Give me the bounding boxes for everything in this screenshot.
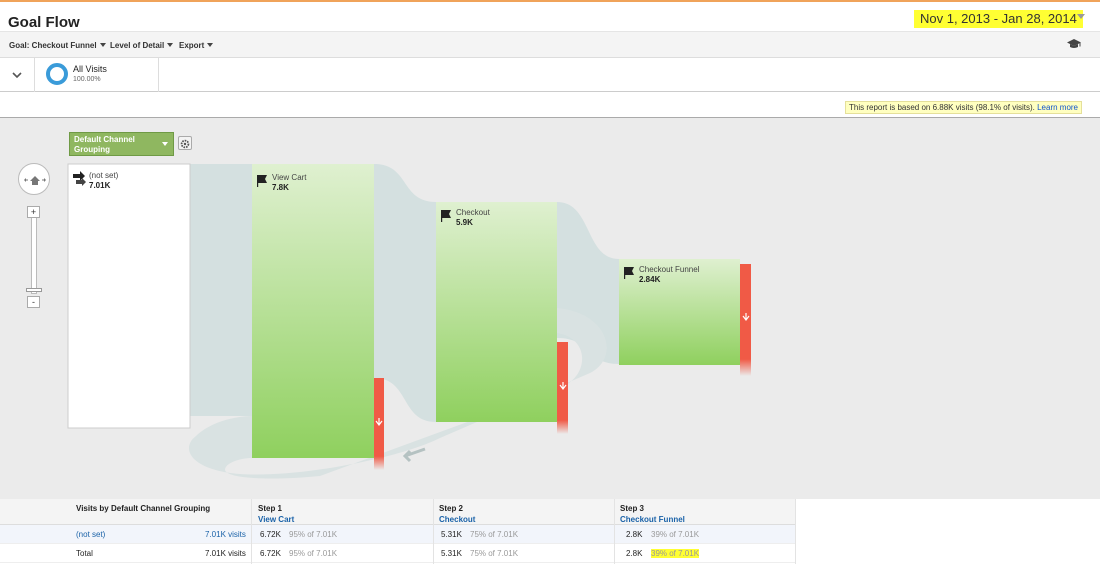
steps-table: Visits by Default Channel Grouping Step …	[0, 499, 1100, 567]
step-count: 2.8K	[626, 549, 643, 558]
step-node-label[interactable]: View Cart 7.8K	[272, 173, 307, 193]
flow-backflow-arrow	[402, 447, 426, 463]
chevron-down-icon	[162, 142, 168, 146]
level-of-detail-label: Level of Detail	[110, 41, 165, 50]
step-header-link[interactable]: Checkout Funnel	[620, 515, 685, 524]
zoom-in-button[interactable]: +	[27, 206, 40, 218]
flow-backflow-loop	[188, 308, 607, 479]
segment-ring-icon	[46, 63, 68, 85]
segment-name[interactable]: All Visits	[73, 64, 107, 74]
dimension-selector[interactable]: Default Channel Grouping	[69, 132, 174, 156]
table-header-step: Step 2 Checkout	[433, 499, 614, 525]
step-header-label: Step 2	[439, 504, 464, 513]
gear-button[interactable]	[178, 136, 192, 150]
pan-control[interactable]	[18, 163, 50, 195]
level-of-detail-menu[interactable]: Level of Detail	[110, 41, 174, 50]
highlighted-percent: 39% of 7.01K	[651, 549, 700, 558]
flag-icon	[257, 175, 267, 187]
sampling-notice-text: This report is based on 6.88K visits (98…	[849, 103, 1035, 112]
column-divider	[251, 499, 252, 564]
page-title: Goal Flow	[8, 14, 80, 31]
source-node-label[interactable]: (not set) 7.01K	[89, 171, 118, 191]
goal-flow-diagram	[67, 163, 751, 479]
segment-bar: All Visits 100.00%	[0, 58, 1100, 92]
report-toolbar: Goal: Checkout Funnel Level of Detail Ex…	[0, 31, 1100, 58]
step-percent: 75% of 7.01K	[470, 549, 519, 558]
step-node-view-cart	[252, 164, 374, 458]
source-node	[67, 163, 191, 429]
step-header-label: Step 3	[620, 504, 645, 513]
segment-percent: 100.00%	[73, 76, 101, 83]
step-name: View Cart	[272, 173, 307, 182]
column-divider	[795, 499, 796, 564]
table-row-total: Total 7.01K visits 6.72K 95% of 7.01K 5.…	[0, 544, 795, 563]
column-divider	[614, 499, 615, 564]
home-icon	[24, 176, 46, 185]
flow-link-viewcart-checkout	[374, 164, 436, 422]
top-accent-line	[0, 0, 1100, 2]
chevron-down-icon	[207, 43, 214, 47]
flow-canvas[interactable]: (not set) 7.01K View Cart 7.8K Checkout 5.9…	[0, 117, 1100, 499]
sampling-notice: This report is based on 6.88K visits (98…	[845, 101, 1083, 114]
zoom-slider-track[interactable]	[31, 212, 37, 294]
table-header-step: Step 3 Checkout Funnel	[614, 499, 795, 525]
step-count: 6.72K	[260, 549, 281, 558]
chevron-down-icon[interactable]	[8, 67, 26, 83]
step-header-link[interactable]: Checkout	[439, 515, 476, 524]
step-header-label: Step 1	[258, 504, 283, 513]
learn-more-link[interactable]: Learn more	[1037, 103, 1079, 112]
step-node-checkout-funnel	[619, 259, 740, 365]
segment-divider	[34, 58, 35, 92]
step-node-label[interactable]: Checkout Funnel 2.84K	[639, 265, 699, 285]
step-percent: 95% of 7.01K	[289, 549, 338, 558]
export-label: Export	[179, 41, 205, 50]
table-row: (not set) 7.01K visits 6.72K 95% of 7.01…	[0, 525, 795, 544]
step-value: 7.8K	[272, 183, 289, 192]
graduation-cap-icon[interactable]	[1067, 38, 1081, 50]
step-value: 5.9K	[456, 218, 473, 227]
flag-icon	[624, 267, 634, 279]
date-range-caret-icon[interactable]	[1077, 14, 1085, 19]
row-name: Total	[76, 549, 93, 558]
column-divider	[433, 499, 434, 564]
source-name: (not set)	[89, 171, 119, 180]
goal-selector-label: Goal: Checkout Funnel	[9, 41, 97, 50]
table-header-dimension: Visits by Default Channel Grouping	[0, 499, 252, 525]
dimension-header-text: Visits by Default Channel Grouping	[76, 504, 211, 513]
step-value: 2.84K	[639, 275, 661, 284]
gear-icon	[180, 139, 190, 149]
chevron-down-icon	[99, 43, 106, 47]
row-visits-link[interactable]: 7.01K visits	[205, 530, 246, 539]
step-percent: 39% of 7.01K	[651, 530, 700, 539]
flow-link-source-viewcart	[190, 164, 252, 416]
step-header-link[interactable]: View Cart	[258, 515, 295, 524]
step-percent-highlight: 39% of 7.01K	[651, 548, 700, 567]
step-count: 6.72K	[260, 530, 281, 539]
date-range-picker[interactable]: Nov 1, 2013 - Jan 28, 2014	[914, 10, 1083, 28]
flag-icon	[441, 210, 451, 222]
exit-arrow-icon	[375, 313, 750, 426]
step-percent: 75% of 7.01K	[470, 530, 519, 539]
table-header-step: Step 1 View Cart	[252, 499, 433, 525]
dimension-label: Default Channel Grouping	[74, 135, 135, 154]
step-count: 5.31K	[441, 549, 462, 558]
source-value: 7.01K	[89, 181, 111, 190]
step-name: Checkout Funnel	[639, 265, 700, 274]
goal-selector[interactable]: Goal: Checkout Funnel	[9, 41, 106, 50]
chevron-down-icon	[167, 43, 174, 47]
segment-divider	[158, 58, 159, 92]
step-node-checkout	[436, 202, 557, 422]
zoom-slider-handle[interactable]	[26, 288, 42, 292]
step-count: 5.31K	[441, 530, 462, 539]
row-visits: 7.01K visits	[205, 549, 246, 558]
step-count: 2.8K	[626, 530, 643, 539]
row-name-link[interactable]: (not set)	[76, 530, 106, 539]
step-node-label[interactable]: Checkout 5.9K	[456, 208, 490, 228]
export-menu[interactable]: Export	[179, 41, 214, 50]
entrance-arrow-icon	[73, 171, 86, 186]
zoom-out-button[interactable]: -	[27, 296, 40, 308]
step-name: Checkout	[456, 208, 490, 217]
step-percent: 95% of 7.01K	[289, 530, 338, 539]
